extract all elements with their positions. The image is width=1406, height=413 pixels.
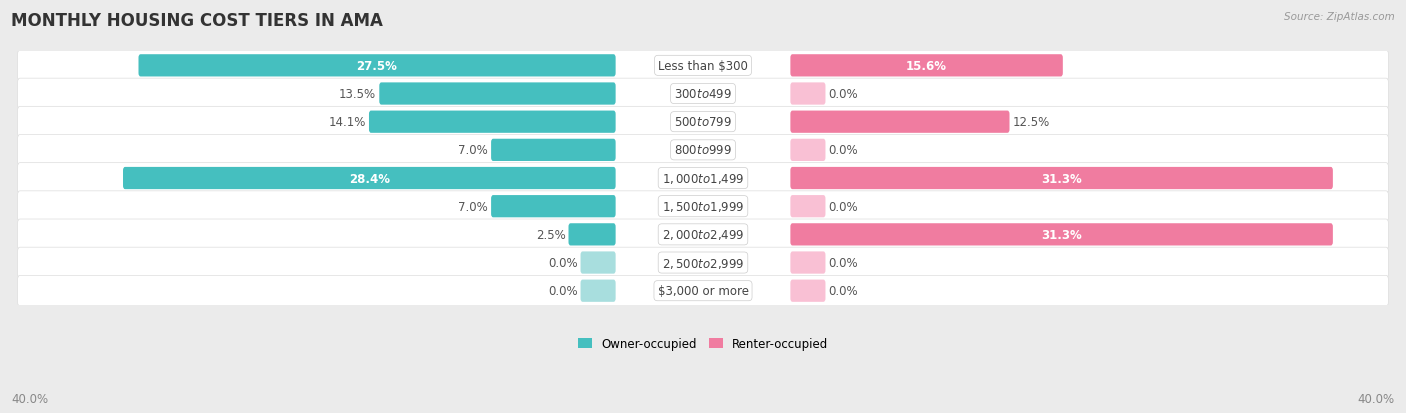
- Legend: Owner-occupied, Renter-occupied: Owner-occupied, Renter-occupied: [572, 332, 834, 355]
- Text: 0.0%: 0.0%: [548, 256, 578, 269]
- Text: 0.0%: 0.0%: [828, 200, 858, 213]
- FancyBboxPatch shape: [18, 219, 1388, 250]
- Text: $1,500 to $1,999: $1,500 to $1,999: [662, 200, 744, 214]
- FancyBboxPatch shape: [568, 224, 616, 246]
- FancyBboxPatch shape: [18, 163, 1388, 194]
- Text: 14.1%: 14.1%: [329, 116, 366, 129]
- Text: $3,000 or more: $3,000 or more: [658, 285, 748, 297]
- FancyBboxPatch shape: [18, 191, 1388, 222]
- Text: $2,500 to $2,999: $2,500 to $2,999: [662, 256, 744, 270]
- Text: $500 to $799: $500 to $799: [673, 116, 733, 129]
- FancyBboxPatch shape: [18, 107, 1388, 138]
- FancyBboxPatch shape: [790, 224, 1333, 246]
- Text: 12.5%: 12.5%: [1012, 116, 1050, 129]
- FancyBboxPatch shape: [581, 252, 616, 274]
- Text: Source: ZipAtlas.com: Source: ZipAtlas.com: [1284, 12, 1395, 22]
- FancyBboxPatch shape: [790, 111, 1010, 133]
- Text: $1,000 to $1,499: $1,000 to $1,499: [662, 172, 744, 185]
- FancyBboxPatch shape: [18, 135, 1388, 166]
- Text: 7.0%: 7.0%: [458, 144, 488, 157]
- FancyBboxPatch shape: [380, 83, 616, 105]
- FancyBboxPatch shape: [18, 276, 1388, 306]
- Text: $300 to $499: $300 to $499: [673, 88, 733, 101]
- FancyBboxPatch shape: [790, 168, 1333, 190]
- Text: 0.0%: 0.0%: [828, 285, 858, 297]
- FancyBboxPatch shape: [790, 83, 825, 105]
- Text: 31.3%: 31.3%: [1042, 228, 1083, 241]
- FancyBboxPatch shape: [18, 247, 1388, 278]
- Text: 40.0%: 40.0%: [11, 392, 48, 405]
- FancyBboxPatch shape: [790, 140, 825, 161]
- Text: $800 to $999: $800 to $999: [673, 144, 733, 157]
- FancyBboxPatch shape: [790, 196, 825, 218]
- FancyBboxPatch shape: [491, 140, 616, 161]
- FancyBboxPatch shape: [368, 111, 616, 133]
- FancyBboxPatch shape: [491, 196, 616, 218]
- Text: 7.0%: 7.0%: [458, 200, 488, 213]
- FancyBboxPatch shape: [790, 252, 825, 274]
- Text: MONTHLY HOUSING COST TIERS IN AMA: MONTHLY HOUSING COST TIERS IN AMA: [11, 12, 382, 30]
- Text: 0.0%: 0.0%: [828, 256, 858, 269]
- Text: 15.6%: 15.6%: [905, 60, 948, 73]
- Text: 0.0%: 0.0%: [548, 285, 578, 297]
- FancyBboxPatch shape: [790, 280, 825, 302]
- Text: 31.3%: 31.3%: [1042, 172, 1083, 185]
- FancyBboxPatch shape: [790, 55, 1063, 77]
- Text: 27.5%: 27.5%: [357, 60, 398, 73]
- FancyBboxPatch shape: [581, 280, 616, 302]
- Text: 0.0%: 0.0%: [828, 144, 858, 157]
- FancyBboxPatch shape: [139, 55, 616, 77]
- Text: 28.4%: 28.4%: [349, 172, 389, 185]
- Text: $2,000 to $2,499: $2,000 to $2,499: [662, 228, 744, 242]
- Text: 0.0%: 0.0%: [828, 88, 858, 101]
- Text: 40.0%: 40.0%: [1358, 392, 1395, 405]
- Text: Less than $300: Less than $300: [658, 60, 748, 73]
- FancyBboxPatch shape: [18, 79, 1388, 109]
- FancyBboxPatch shape: [122, 168, 616, 190]
- Text: 2.5%: 2.5%: [536, 228, 565, 241]
- Text: 13.5%: 13.5%: [339, 88, 377, 101]
- FancyBboxPatch shape: [18, 51, 1388, 81]
